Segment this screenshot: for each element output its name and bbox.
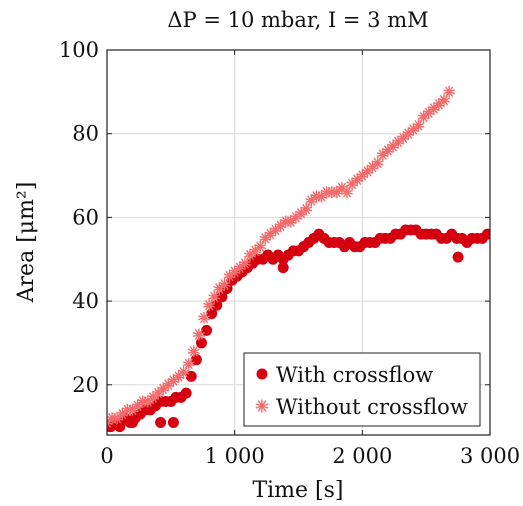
data-point-without-crossflow — [269, 223, 282, 236]
plot-area — [107, 85, 490, 433]
data-point-without-crossflow — [147, 391, 159, 404]
data-point-with-crossflow — [127, 416, 139, 428]
data-point-with-crossflow — [167, 416, 179, 428]
data-point-without-crossflow — [131, 399, 144, 412]
data-point-without-crossflow — [167, 374, 180, 387]
data-point-without-crossflow — [417, 111, 430, 123]
x-axis: 0 1 000 2 000 3 000 — [100, 50, 520, 468]
data-point-without-crossflow — [254, 240, 267, 253]
data-point-without-crossflow — [346, 177, 359, 190]
data-point-without-crossflow — [213, 282, 226, 295]
x-axis-label: Time [s] — [252, 478, 343, 503]
data-point-without-crossflow — [310, 190, 323, 203]
x-tick-label: 3 000 — [460, 444, 520, 468]
data-point-without-crossflow — [182, 357, 195, 370]
data-point-without-crossflow — [228, 265, 241, 278]
data-point-without-crossflow — [238, 257, 251, 270]
legend: With crossflow Without crossflow — [243, 352, 481, 427]
data-point-without-crossflow — [107, 412, 119, 425]
data-point-without-crossflow — [315, 190, 328, 203]
legend-star-marker — [255, 399, 269, 413]
data-point-without-crossflow — [341, 186, 353, 199]
data-point-with-crossflow — [481, 228, 490, 240]
y-axis: 20 40 60 80 100 — [59, 38, 490, 397]
data-point-without-crossflow — [289, 211, 302, 224]
y-tick-label: 100 — [59, 38, 99, 62]
data-point-without-crossflow — [361, 165, 374, 178]
data-point-without-crossflow — [412, 119, 425, 132]
data-point-without-crossflow — [300, 203, 313, 215]
data-point-without-crossflow — [366, 161, 379, 174]
legend-label-without-crossflow: Without crossflow — [276, 395, 468, 419]
data-point-without-crossflow — [335, 182, 348, 195]
data-point-without-crossflow — [371, 157, 384, 169]
data-point-without-crossflow — [172, 370, 185, 383]
chart-title: ΔP = 10 mbar, I = 3 mM — [167, 8, 428, 32]
data-point-with-crossflow — [155, 416, 167, 428]
data-point-without-crossflow — [381, 144, 394, 157]
data-point-without-crossflow — [187, 345, 200, 358]
data-point-without-crossflow — [330, 186, 343, 199]
data-point-without-crossflow — [198, 311, 210, 324]
data-point-without-crossflow — [387, 140, 399, 153]
data-point-without-crossflow — [223, 270, 236, 282]
data-point-without-crossflow — [157, 383, 170, 395]
plot-frame — [106, 49, 491, 436]
data-point-without-crossflow — [162, 378, 175, 391]
y-tick-label: 60 — [72, 205, 99, 229]
data-point-without-crossflow — [249, 244, 262, 257]
data-point-without-crossflow — [126, 403, 139, 416]
data-point-without-crossflow — [295, 207, 308, 220]
y-tick-label: 20 — [72, 373, 99, 397]
legend-marker-with-crossflow — [256, 368, 268, 380]
data-point-without-crossflow — [192, 328, 205, 341]
data-point-without-crossflow — [407, 123, 420, 136]
data-point-without-crossflow — [274, 219, 287, 232]
x-tick-label: 1 000 — [205, 444, 265, 468]
y-tick-label: 40 — [72, 289, 99, 313]
data-point-without-crossflow — [152, 387, 165, 400]
data-point-without-crossflow — [427, 102, 440, 115]
data-point-without-crossflow — [402, 127, 415, 140]
data-point-without-crossflow — [218, 278, 231, 291]
data-point-without-crossflow — [397, 131, 410, 144]
series-without-crossflow — [107, 85, 456, 429]
legend-label-with-crossflow: With crossflow — [276, 363, 433, 387]
y-tick-label: 80 — [72, 122, 99, 146]
data-point-without-crossflow — [279, 215, 292, 228]
data-point-without-crossflow — [351, 173, 364, 186]
data-point-without-crossflow — [233, 261, 246, 274]
data-point-without-crossflow — [376, 148, 389, 161]
data-point-without-crossflow — [284, 215, 297, 228]
data-point-without-crossflow — [356, 169, 369, 182]
data-point-without-crossflow — [136, 395, 149, 408]
data-point-without-crossflow — [305, 194, 318, 207]
data-point-with-crossflow — [452, 251, 464, 263]
x-tick-label: 0 — [100, 444, 113, 468]
data-point-without-crossflow — [203, 299, 216, 312]
data-point-without-crossflow — [432, 98, 445, 111]
legend-box — [243, 352, 481, 427]
data-point-without-crossflow — [244, 249, 256, 262]
data-point-without-crossflow — [438, 94, 450, 107]
data-point-without-crossflow — [422, 106, 435, 119]
data-point-without-crossflow — [177, 366, 190, 379]
y-axis-label: Area [μm²] — [14, 182, 39, 304]
data-point-without-crossflow — [141, 395, 154, 408]
legend-marker-without-crossflow — [255, 399, 269, 413]
data-point-without-crossflow — [208, 290, 221, 303]
data-point-without-crossflow — [121, 403, 134, 416]
data-point-with-crossflow — [277, 262, 289, 274]
data-point-without-crossflow — [264, 228, 277, 241]
data-point-without-crossflow — [443, 85, 456, 98]
x-tick-label: 2 000 — [332, 444, 392, 468]
data-point-without-crossflow — [259, 232, 272, 245]
data-point-with-crossflow — [180, 387, 192, 399]
data-point-without-crossflow — [111, 412, 124, 425]
data-point-without-crossflow — [325, 186, 338, 199]
data-point-without-crossflow — [320, 186, 333, 199]
data-point-without-crossflow — [392, 136, 405, 149]
data-point-without-crossflow — [116, 408, 129, 421]
